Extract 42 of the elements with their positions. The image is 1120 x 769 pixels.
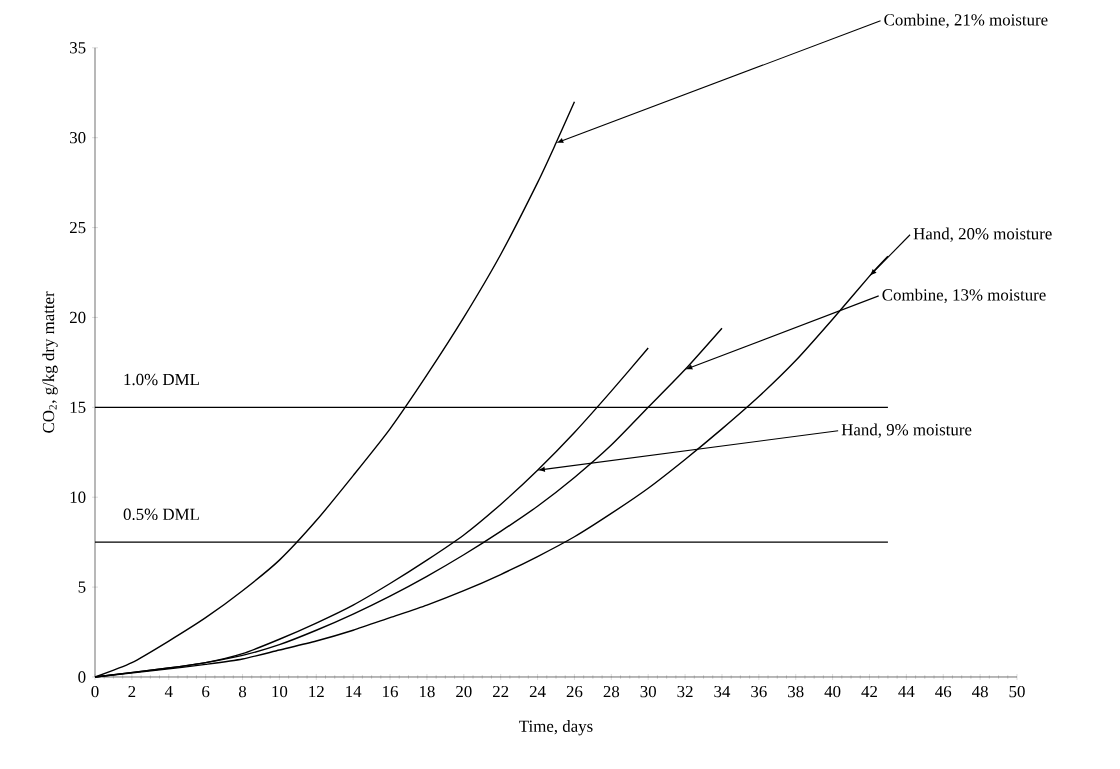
y-axis-title: CO$_{2}$, g/kg dry matter xyxy=(42,291,58,433)
x-tick-label: 2 xyxy=(128,685,136,698)
y-tick-label: 0 xyxy=(78,671,86,683)
y-tick-label: 25 xyxy=(69,221,86,234)
x-tick-label: 22 xyxy=(493,685,509,698)
x-tick-label: 30 xyxy=(640,685,656,698)
x-tick-label: 46 xyxy=(935,685,952,698)
ref-line-label: 1.0% DML xyxy=(124,373,199,386)
x-tick-label: 50 xyxy=(1009,685,1025,698)
x-tick-label: 10 xyxy=(272,685,288,698)
x-tick-label: 12 xyxy=(309,685,324,698)
x-tick-label: 8 xyxy=(238,685,247,698)
x-tick-label: 34 xyxy=(714,685,731,698)
x-tick-label: 20 xyxy=(456,685,472,698)
x-tick-label: 38 xyxy=(788,685,804,698)
x-axis-title: Time, days xyxy=(519,720,593,736)
annotation: Hand, 20% moisture xyxy=(913,227,1052,242)
y-tick-label: 30 xyxy=(70,131,86,144)
x-tick-label: 28 xyxy=(603,685,620,698)
x-tick-label: 0 xyxy=(91,685,99,698)
x-tick-label: 48 xyxy=(972,685,988,698)
y-tick-label: 5 xyxy=(78,581,86,593)
y-tick-label: 35 xyxy=(70,42,86,54)
x-tick-label: 26 xyxy=(566,685,583,698)
y-tick-label: 10 xyxy=(70,491,86,503)
y-tick-label: 20 xyxy=(69,311,86,324)
ref-line-label: 0.5% DML xyxy=(123,508,199,521)
x-tick-label: 14 xyxy=(346,685,362,698)
annotation: Combine, 21% moisture xyxy=(884,13,1048,28)
x-tick-label: 24 xyxy=(529,685,546,698)
x-tick-label: 32 xyxy=(677,685,693,698)
x-tick-label: 6 xyxy=(202,685,210,698)
annotation: Combine, 13% moisture xyxy=(882,288,1046,304)
x-tick-label: 18 xyxy=(419,685,435,698)
x-tick-label: 4 xyxy=(164,685,173,697)
x-tick-label: 36 xyxy=(751,685,767,698)
annotation: Hand, 9% moisture xyxy=(841,423,972,438)
x-tick-label: 40 xyxy=(824,685,841,698)
x-tick-label: 16 xyxy=(383,685,398,698)
x-tick-label: 44 xyxy=(898,685,915,697)
x-tick-label: 42 xyxy=(861,685,877,698)
y-tick-label: 15 xyxy=(70,401,86,413)
